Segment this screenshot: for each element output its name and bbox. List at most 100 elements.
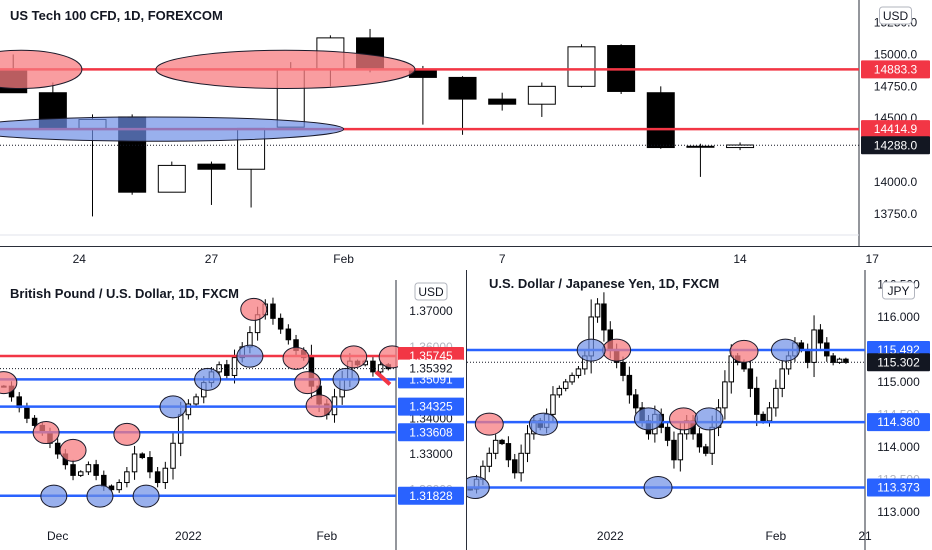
p1-y-tick-label: 13750.0 <box>874 207 918 221</box>
nasdaq-chart-title: US Tech 100 CFD, 1D, FOREXCOM <box>10 8 223 23</box>
p3-candle-body <box>773 387 779 409</box>
p3-support-ellipse <box>694 407 724 431</box>
p2-candle-body <box>31 417 38 426</box>
p2-candle-body <box>54 442 61 455</box>
p3-level-badge-label: 113.373 <box>877 481 920 495</box>
p3-level-badge-label: 114.380 <box>877 415 920 429</box>
p2-x-tick-label: Feb <box>316 529 337 543</box>
p3-resistance-ellipse <box>669 407 699 431</box>
p3-candle-body <box>830 355 836 363</box>
p2-candle-body <box>116 482 122 491</box>
p2-candle-body <box>370 360 376 373</box>
p2-support-ellipse <box>86 484 114 508</box>
p3-candle-body <box>703 446 709 454</box>
p1-x-tick-label: 17 <box>866 252 880 266</box>
p2-candle-body <box>277 317 284 330</box>
p2-y-tick-label: 1.37000 <box>409 304 453 318</box>
p1-y-tick-label: 15000.0 <box>874 47 918 61</box>
p3-candle-body <box>575 368 582 376</box>
p2-candle-body <box>124 471 130 484</box>
p3-support-ellipse <box>467 476 490 500</box>
p3-candle-body <box>722 381 728 409</box>
usdjpy-chart-svg[interactable]: 113.000114.000115.000116.000116.500113.5… <box>467 270 932 550</box>
p3-candle-body <box>760 413 766 422</box>
p3-resistance-ellipse <box>474 412 504 436</box>
p2-candle-body <box>154 471 161 484</box>
p1-x-tick-label: 7 <box>499 252 506 266</box>
p3-x-tick-label: 21 <box>858 529 872 543</box>
p1-level-badge <box>861 120 930 139</box>
p1-resistance-ellipse <box>155 49 416 89</box>
p3-x-tick-label: 2022 <box>597 529 624 543</box>
p2-candle-body <box>285 328 292 341</box>
p1-candle-body <box>567 46 596 87</box>
p2-support-ellipse <box>194 367 222 391</box>
p2-candle-body <box>147 457 153 473</box>
p3-candle-body <box>709 426 715 454</box>
p1-candle-body <box>157 164 186 193</box>
p2-candle-body <box>24 407 30 419</box>
p3-candle-body <box>499 439 505 445</box>
panel-divider-horizontal[interactable] <box>0 246 932 247</box>
p2-currency-label: USD <box>418 285 444 299</box>
p2-last-price-label: 1.35392 <box>409 362 453 376</box>
p1-last-price-label: 14288.0 <box>874 138 918 152</box>
p1-x-tick-label: Feb <box>333 252 354 266</box>
p3-candle-body <box>524 433 531 454</box>
p1-resistance-ellipse <box>0 49 83 89</box>
p3-candle-body <box>633 394 639 409</box>
p2-resistance-ellipse <box>340 345 368 369</box>
p2-candle-body <box>131 453 138 473</box>
p2-support-ellipse <box>159 395 187 419</box>
p3-support-ellipse <box>528 412 558 436</box>
p3-candle-body <box>811 329 817 363</box>
nasdaq-time-axis[interactable]: 24 27 Feb 7 14 17 <box>0 247 932 271</box>
p3-x-tick-label: Feb <box>766 529 787 543</box>
p2-candle-body <box>193 396 199 405</box>
p1-currency-box <box>879 6 912 25</box>
p3-currency-label: JPY <box>887 284 909 298</box>
p2-candle-body <box>162 467 169 484</box>
p1-x-tick-label: 24 <box>73 252 87 266</box>
p1-y-tick-label: 14000.0 <box>874 175 918 189</box>
p3-currency-box <box>882 281 915 300</box>
panel-divider-vertical[interactable] <box>466 270 467 550</box>
p3-candle-body <box>620 361 626 376</box>
p2-candle-body <box>139 453 146 459</box>
p2-candle-body <box>77 471 84 476</box>
nasdaq-chart-panel[interactable]: 13750.014000.014250.014500.014750.015000… <box>0 0 932 246</box>
p1-last-price-badge <box>861 136 930 155</box>
p3-y-tick-label: 114.000 <box>877 440 920 454</box>
p1-x-tick-label: 27 <box>205 252 219 266</box>
p2-candle-body <box>377 364 384 373</box>
p3-candle-body <box>766 407 773 422</box>
p3-candle-body <box>804 348 811 363</box>
p3-level-badge <box>867 413 930 432</box>
p2-candle-body <box>170 442 176 469</box>
p3-candle-body <box>569 374 575 383</box>
p3-support-ellipse <box>770 338 800 362</box>
p2-level-badge-label: 1.34325 <box>409 400 453 414</box>
usdjpy-chart-panel[interactable]: 113.000114.000115.000116.000116.500113.5… <box>467 270 932 550</box>
p2-resistance-ellipse <box>240 297 268 321</box>
gbpusd-chart-panel[interactable]: 1.330001.340001.370001.360001.320001.357… <box>0 280 466 550</box>
p3-candle-body <box>728 355 735 383</box>
p1-candle-body <box>488 98 517 105</box>
gbpusd-chart-svg[interactable]: 1.330001.340001.370001.360001.320001.357… <box>0 280 466 550</box>
p1-x-tick-label: 14 <box>733 252 747 266</box>
p1-support-ellipse <box>0 116 345 142</box>
p3-y-tick-label: 113.000 <box>877 505 920 519</box>
nasdaq-chart-svg[interactable]: 13750.014000.014250.014500.014750.015000… <box>0 0 932 246</box>
p1-candle-body <box>686 145 715 148</box>
p3-candle-body <box>671 439 677 461</box>
p1-currency-label: USD <box>883 9 909 23</box>
p2-resistance-ellipse <box>282 346 310 370</box>
p3-y-tick-label: 116.000 <box>877 310 920 324</box>
p2-candle-body <box>231 357 238 376</box>
p2-resistance-ellipse <box>32 421 60 445</box>
p3-level-badge <box>867 478 930 497</box>
usdjpy-chart-title: U.S. Dollar / Japanese Yen, 1D, FXCM <box>489 276 720 291</box>
p2-level-badge-label: 1.35745 <box>409 349 453 363</box>
p3-candle-body <box>817 329 824 344</box>
p2-x-tick-label: Dec <box>47 529 68 543</box>
